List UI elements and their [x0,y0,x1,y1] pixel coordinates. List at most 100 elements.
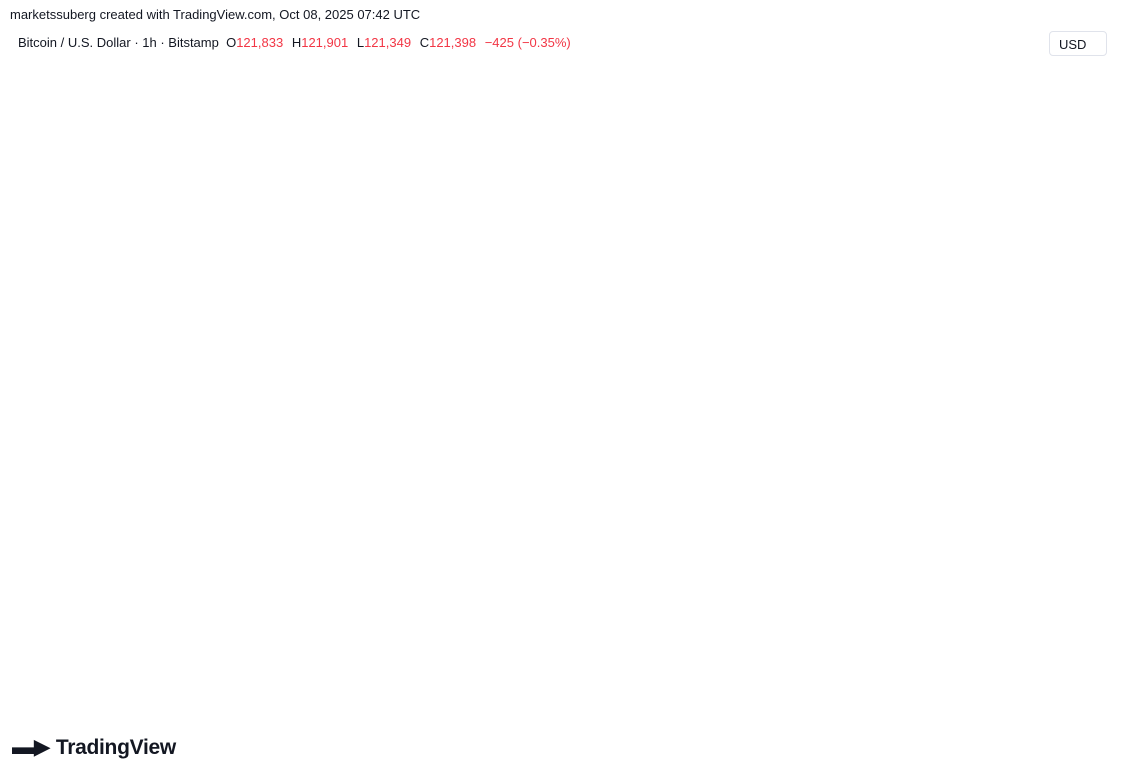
candle-body [98,491,102,496]
candle-body [634,218,638,244]
candle-body [356,255,360,297]
candle-body [827,143,831,165]
x-tick-label: 9 [1008,695,1015,709]
candle-body [422,239,426,248]
x-tick-label: 8 [886,695,893,709]
candle-body [675,185,679,202]
currency-button[interactable]: USD [1049,31,1107,56]
candle-body [427,239,431,248]
y-tick-label: 125,000 [1059,136,1103,150]
candle-body [12,578,16,612]
candle-body [27,586,31,599]
candle-body [457,255,461,260]
candle-body [42,590,46,595]
candle-body [720,123,724,140]
event-icon [912,665,934,687]
ticker-label: BTCUSD [990,285,1040,299]
candle-body [736,102,740,132]
candle-body [791,168,795,173]
candle-body [796,164,800,173]
candle-body [381,234,385,248]
y-tick-label: 116,000 [1060,508,1103,522]
x-tick-label: 3 [279,695,286,709]
candle-body [255,313,259,339]
candle-body [872,267,876,273]
candle-body [214,400,218,409]
candle-body [285,338,289,347]
candle-body [234,354,238,393]
y-tick-label: 113,000 [1060,633,1103,647]
candle-body [442,247,446,256]
candle-body [37,594,41,604]
candle-body [781,147,785,165]
candle-body [396,243,400,256]
candle-body [138,454,142,459]
candle-body [67,574,71,583]
candle-body [169,408,173,413]
candle-body [847,284,851,302]
candle-body [143,450,147,455]
candle-body [260,313,264,318]
candle-body [447,251,451,256]
x-tick-label: Oct [29,695,49,709]
candle-body [609,222,613,240]
candle-body [62,582,66,591]
candle-body [462,255,466,264]
chart-frame [10,27,1113,717]
candle-body [467,259,471,264]
countdown-label: 17:47 [1055,299,1085,313]
candle-body [665,189,669,194]
candle-body [265,317,269,335]
candle-body [842,230,846,302]
candle-body [346,313,350,339]
candle-body [599,218,603,227]
candle-body [533,226,537,256]
candle-body [553,135,557,144]
legend-change: −425 (−0.35%) [484,35,571,50]
legend-value: 121,398 [429,35,477,50]
legend-value: 121,349 [364,35,412,50]
candle-body [118,458,122,471]
candle-body [513,255,517,264]
candle-body [503,267,507,281]
x-tick-label: 2 [157,695,164,709]
candle-body [563,147,568,153]
candle-body [715,131,719,140]
y-tick-label: 123,000 [1059,219,1103,233]
candle-body [315,350,319,359]
candle-body [624,239,628,244]
symbol: Bitcoin / U.S. Dollar · 1h · Bitstamp [18,35,219,50]
candle-body [817,160,821,169]
ticker-tag [988,283,1043,301]
candle-body [199,404,203,409]
candle-body [163,404,167,409]
legend-key: C [419,35,430,50]
candle-body [77,503,81,583]
candle-body [189,412,193,417]
candle-body [305,346,309,351]
candle-body [518,255,522,260]
candle-body [391,243,395,252]
candle-body [47,578,51,591]
candle-body [705,143,709,157]
candle-body [650,185,654,223]
candle-body [776,147,780,157]
candle-body [113,458,117,463]
candle-body [32,598,36,604]
candle-body [371,239,375,264]
candle-body [801,164,806,190]
legend-value: 121,833 [236,35,284,50]
candle-body [72,574,76,583]
candle-body [888,276,892,285]
candle-body [766,143,770,148]
candle-body [87,499,92,513]
candle-body [52,578,56,587]
x-tick-label: 12:00 [814,695,844,709]
candle-body [153,408,157,442]
candle-body [386,234,390,252]
candle-body [148,441,152,451]
candle-body [812,168,816,177]
candle-body [488,276,492,281]
candle-body [726,114,730,124]
candle-body [670,193,674,202]
